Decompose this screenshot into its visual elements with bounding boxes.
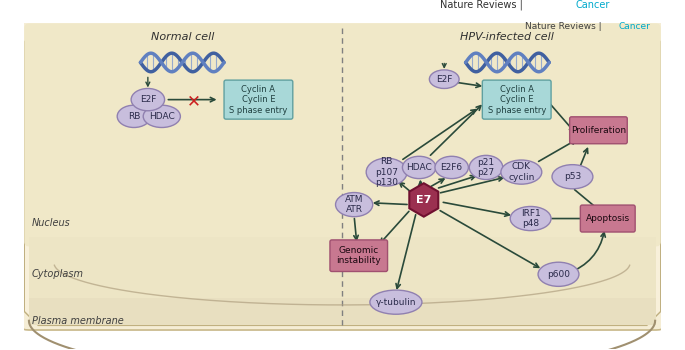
Text: p53: p53 [564,172,581,181]
Ellipse shape [402,156,436,179]
Polygon shape [24,23,661,349]
Ellipse shape [131,89,164,111]
Text: RB: RB [127,112,140,121]
Ellipse shape [469,155,503,180]
Text: Cyclin A
Cyclin E
S phase entry: Cyclin A Cyclin E S phase entry [488,85,546,114]
Text: γ-tubulin: γ-tubulin [375,298,416,307]
Text: E2F: E2F [140,95,156,104]
Text: Proliferation: Proliferation [571,126,626,135]
Text: HDAC: HDAC [406,163,432,172]
Ellipse shape [501,160,542,184]
Polygon shape [29,298,656,326]
FancyBboxPatch shape [482,80,551,119]
Ellipse shape [143,105,180,127]
Text: Nature Reviews |: Nature Reviews | [525,22,605,31]
Text: Cyclin A
Cyclin E
S phase entry: Cyclin A Cyclin E S phase entry [229,85,288,114]
PathPatch shape [24,28,661,326]
FancyBboxPatch shape [330,240,388,272]
Ellipse shape [435,156,469,179]
Text: E7: E7 [416,195,432,205]
Polygon shape [29,237,656,298]
FancyBboxPatch shape [580,205,635,232]
Text: Cytoplasm: Cytoplasm [32,269,84,279]
Ellipse shape [117,105,151,127]
Text: CDK
cyclin: CDK cyclin [508,162,534,182]
Text: RB
p107
p130: RB p107 p130 [375,157,398,187]
Polygon shape [410,183,438,217]
Text: HPV-infected cell: HPV-infected cell [460,32,554,42]
FancyBboxPatch shape [24,23,661,349]
Text: E2F6: E2F6 [440,163,463,172]
Text: ATM
ATR: ATM ATR [345,195,363,214]
Ellipse shape [370,290,422,314]
Ellipse shape [552,164,593,189]
Text: Genomic
instability: Genomic instability [336,246,381,265]
Ellipse shape [429,70,459,89]
FancyBboxPatch shape [15,19,670,330]
Text: Apoptosis: Apoptosis [586,214,630,223]
Text: Nature Reviews |: Nature Reviews | [440,0,526,9]
Text: p600: p600 [547,270,570,279]
Text: p21
p27: p21 p27 [477,158,495,177]
Text: IRF1
p48: IRF1 p48 [521,209,540,228]
Text: ✕: ✕ [188,92,201,111]
FancyBboxPatch shape [224,80,292,119]
Text: Cancer: Cancer [619,22,651,31]
Text: Nucleus: Nucleus [32,218,71,228]
Text: Plasma membrane: Plasma membrane [32,316,123,326]
FancyBboxPatch shape [24,23,661,246]
Ellipse shape [336,193,373,217]
Text: Cancer: Cancer [575,0,610,9]
Ellipse shape [366,158,407,186]
Text: E2F: E2F [436,75,452,84]
Text: Normal cell: Normal cell [151,32,214,42]
Text: HDAC: HDAC [149,112,175,121]
FancyBboxPatch shape [570,117,627,144]
Ellipse shape [510,206,551,231]
Ellipse shape [538,262,579,286]
